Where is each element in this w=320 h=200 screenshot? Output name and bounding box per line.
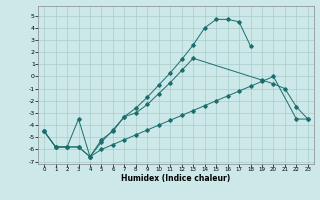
X-axis label: Humidex (Indice chaleur): Humidex (Indice chaleur) <box>121 174 231 183</box>
